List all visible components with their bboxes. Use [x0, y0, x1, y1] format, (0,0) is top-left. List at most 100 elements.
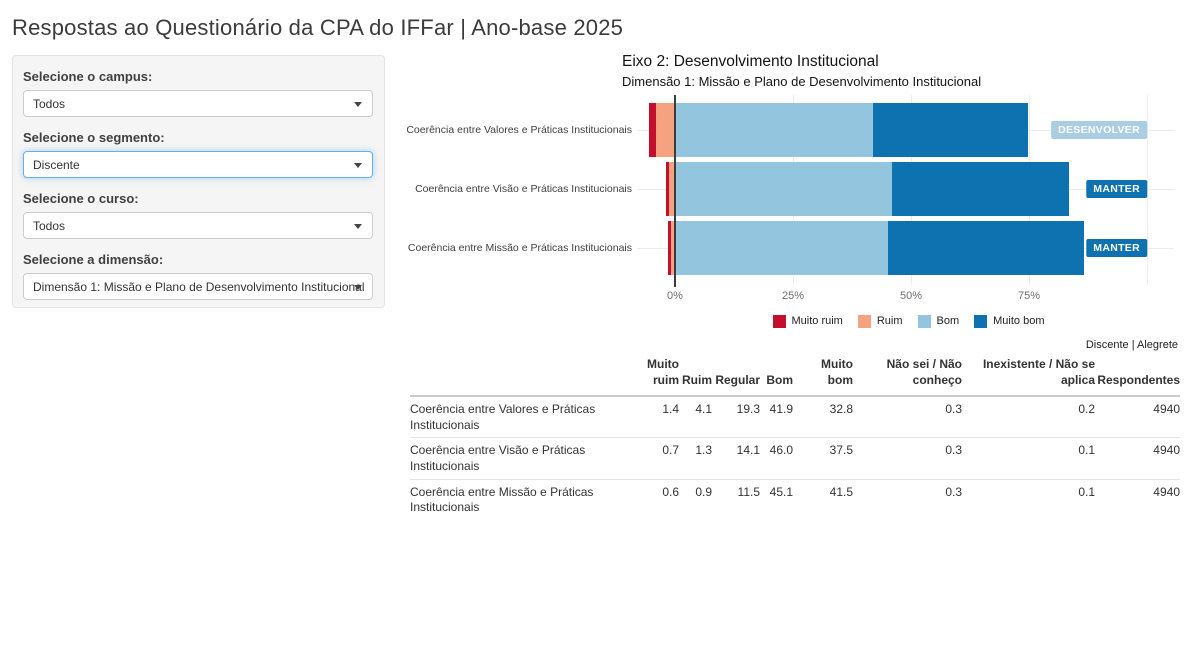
row-label-cell: Coerência entre Valores e Práticas Insti…: [410, 402, 596, 432]
x-tick-label: 0%: [667, 290, 683, 302]
legend-swatch: [772, 314, 786, 328]
table-header-cell: Muito ruim: [646, 357, 679, 398]
value-cell: 1.4: [662, 402, 679, 417]
table-header-cell: Respondentes: [1095, 357, 1180, 398]
value-cell: 0.3: [945, 402, 962, 417]
chart-legend: Muito ruim Ruim Bom Muito bom: [645, 313, 1172, 329]
legend-swatch: [974, 314, 988, 328]
table-row: Coerência entre Visão e Práticas Institu…: [410, 438, 1180, 480]
table-header-cell: [410, 357, 646, 398]
chevron-down-icon: [354, 162, 362, 168]
x-tick-label: 75%: [1017, 290, 1041, 302]
legend-item: Bom: [917, 314, 960, 328]
grid-line-vertical: [1147, 95, 1148, 285]
value-cell: 1.3: [695, 443, 712, 458]
table-caption: Discente | Alegrete: [1085, 339, 1178, 351]
value-cell: 11.5: [737, 484, 760, 499]
legend-label: Bom: [936, 315, 960, 327]
segment-label: Selecione o segmento:: [23, 130, 165, 145]
value-cell: 4940: [1153, 484, 1180, 499]
page-title: Respostas ao Questionário da CPA do IFFa…: [12, 15, 624, 40]
bar-segment: [892, 162, 1070, 216]
category-label: Coerência entre Valores e Práticas Insti…: [406, 124, 632, 136]
value-cell: 19.3: [736, 402, 760, 417]
dimension-label: Selecione a dimensão:: [23, 252, 164, 267]
legend-swatch: [857, 314, 871, 328]
value-cell: 14.1: [736, 443, 760, 458]
value-cell: 37.5: [829, 443, 853, 458]
value-cell: 0.3: [945, 443, 962, 458]
campus-filter: Selecione o campus: Todos: [23, 69, 373, 117]
campus-select-value: Todos: [33, 96, 66, 111]
value-cell: 45.1: [769, 484, 793, 499]
value-cell: 0.6: [662, 484, 679, 499]
value-cell: 0.3: [945, 484, 962, 499]
value-cell: 32.8: [829, 402, 853, 417]
category-label: Coerência entre Missão e Práticas Instit…: [407, 242, 632, 254]
course-filter: Selecione o curso: Todos: [23, 191, 373, 239]
bar-segment: [649, 103, 656, 157]
action-badge: MANTER: [1086, 180, 1147, 198]
table-row: Coerência entre Missão e Práticas Instit…: [410, 479, 1180, 520]
legend-label: Ruim: [876, 315, 903, 327]
row-label-cell: Coerência entre Visão e Práticas Institu…: [410, 443, 586, 473]
table-header-cell: Inexistente / Não se aplica: [962, 357, 1095, 398]
legend-swatch: [917, 314, 931, 328]
value-cell: 4940: [1153, 443, 1180, 458]
segment-filter: Selecione o segmento: Discente: [23, 130, 373, 178]
value-cell: 41.9: [769, 402, 793, 417]
chevron-down-icon: [354, 284, 362, 290]
segment-select[interactable]: Discente: [23, 151, 373, 178]
bar-segment: [675, 162, 893, 216]
campus-label: Selecione o campus:: [23, 69, 153, 84]
bar-segment: [665, 162, 669, 216]
course-label: Selecione o curso:: [23, 191, 139, 206]
value-cell: 46.0: [769, 443, 793, 458]
chart-title: Eixo 2: Desenvolvimento Institucional: [622, 53, 879, 70]
bar-segment: [667, 221, 671, 275]
chevron-down-icon: [354, 101, 362, 107]
table-header-cell: Regular: [712, 357, 760, 398]
table-header-cell: Muito bom: [793, 357, 853, 398]
bar-segment: [675, 221, 888, 275]
bar-segment: [668, 162, 675, 216]
value-cell: 4940: [1153, 402, 1180, 417]
filters-panel: Selecione o campus: Todos Selecione o se…: [12, 55, 385, 308]
value-cell: 0.1: [1078, 443, 1095, 458]
value-cell: 0.2: [1078, 402, 1095, 417]
table-header-cell: Não sei / Não conheço: [853, 357, 962, 398]
results-table: Muito ruim Ruim Regular Bom Muito bom Nã…: [410, 357, 1180, 520]
table-header-row: Muito ruim Ruim Regular Bom Muito bom Nã…: [410, 357, 1180, 398]
campus-select[interactable]: Todos: [23, 90, 373, 117]
action-badge: DESENVOLVER: [1051, 121, 1147, 139]
legend-item: Ruim: [857, 314, 903, 328]
zero-reference-line: [674, 95, 676, 287]
action-badge: MANTER: [1086, 239, 1147, 257]
value-cell: 0.7: [662, 443, 679, 458]
course-select[interactable]: Todos: [23, 212, 373, 239]
table-row: Coerência entre Valores e Práticas Insti…: [410, 396, 1180, 438]
value-cell: 41.5: [829, 484, 853, 499]
bar-segment: [887, 221, 1084, 275]
x-tick-label: 50%: [899, 290, 923, 302]
bar-segment: [675, 103, 873, 157]
row-label-cell: Coerência entre Missão e Práticas Instit…: [410, 484, 594, 515]
segment-select-value: Discente: [33, 157, 80, 172]
table-header-cell: Ruim: [679, 357, 712, 398]
category-label: Coerência entre Visão e Práticas Institu…: [415, 183, 632, 195]
bar-segment: [655, 103, 675, 157]
dimension-select[interactable]: Dimensão 1: Missão e Plano de Desenvolvi…: [23, 273, 373, 300]
bar-segment: [872, 103, 1028, 157]
legend-label: Muito ruim: [791, 315, 843, 327]
table-header-cell: Bom: [760, 357, 793, 398]
legend-item: Muito ruim: [772, 314, 843, 328]
dimension-select-value: Dimensão 1: Missão e Plano de Desenvolvi…: [33, 279, 365, 294]
chart-panel: Coerência entre Valores e Práticas Insti…: [406, 95, 1174, 302]
dimension-filter: Selecione a dimensão: Dimensão 1: Missão…: [23, 252, 373, 300]
bar-segment: [670, 221, 675, 275]
table-body: Coerência entre Valores e Práticas Insti…: [410, 396, 1180, 520]
chevron-down-icon: [354, 223, 362, 229]
x-tick-label: 25%: [781, 290, 805, 302]
value-cell: 0.9: [695, 484, 712, 499]
